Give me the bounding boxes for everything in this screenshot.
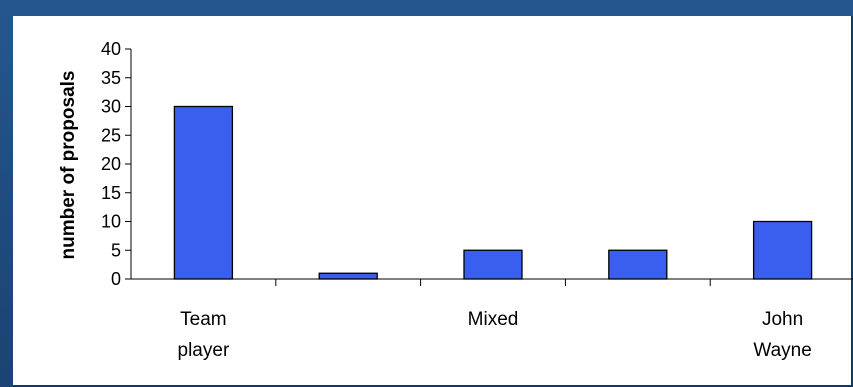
chart-panel: [13, 16, 853, 387]
bar: [173, 105, 234, 280]
y-tick-label: 5: [111, 240, 121, 260]
x-category-label: John: [762, 309, 803, 330]
bar: [752, 220, 813, 280]
y-tick-label: 15: [101, 183, 121, 203]
y-tick-label: 30: [101, 97, 121, 117]
x-category-label: player: [178, 340, 230, 361]
x-axis-ticks: [275, 279, 711, 286]
y-axis-ticks: [125, 48, 131, 280]
y-tick-label: 20: [101, 154, 121, 174]
y-tick-label: 35: [101, 68, 121, 88]
bar: [463, 249, 523, 280]
x-category-label: Mixed: [468, 309, 519, 330]
y-tick-label: 25: [101, 125, 121, 145]
y-tick-label: 0: [111, 269, 121, 289]
bars: [173, 105, 813, 280]
x-category-labels: Team player Mixed John Wayne: [178, 309, 812, 361]
x-category-label: Team: [180, 309, 226, 330]
y-tick-label: 40: [101, 39, 121, 59]
y-tick-label: 10: [101, 212, 121, 232]
bar: [318, 272, 378, 280]
x-category-label: Wayne: [753, 340, 811, 361]
y-tick-labels: 0 5 10 15 20 25 30 35 40: [101, 39, 121, 289]
y-axis-label: number of proposals: [58, 71, 79, 260]
bar: [608, 249, 668, 280]
